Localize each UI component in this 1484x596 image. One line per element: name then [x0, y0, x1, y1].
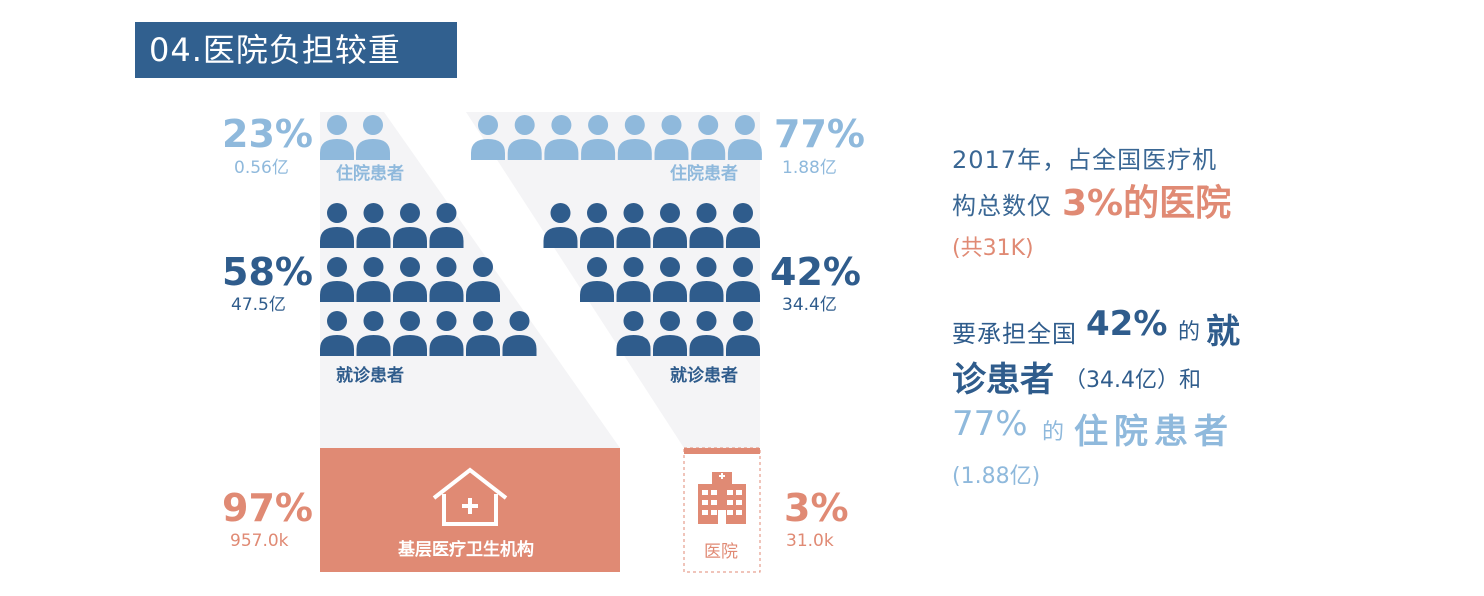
person-icon: [616, 311, 651, 356]
left-outpatient-label: 就诊患者: [336, 366, 404, 386]
person-icon: [581, 115, 616, 160]
summary-line-6a: 77%: [952, 404, 1028, 444]
person-icon: [689, 311, 724, 356]
right-inpatient-amount: 1.88亿: [782, 158, 837, 178]
person-icon: [616, 257, 651, 302]
person-icon: [617, 115, 652, 160]
right-institution-amount: 31.0k: [786, 531, 834, 551]
person-icon: [543, 203, 578, 248]
summary-line-5b: （34.4亿）和: [1064, 368, 1201, 393]
person-icon: [689, 257, 724, 302]
summary-line-6c: 住院患者: [1074, 412, 1234, 452]
summary-line-2a: 构总数仅: [952, 192, 1052, 220]
summary-line-1: 2017年，占全国医疗机: [952, 146, 1218, 174]
summary-line-4a: 要承担全国: [952, 320, 1077, 348]
summary-line-2b: 3%的医院: [1062, 183, 1232, 224]
person-icon: [320, 257, 354, 302]
summary-line-6b: 的: [1042, 420, 1065, 445]
summary-line-4c: 的: [1178, 320, 1201, 345]
person-icon: [466, 257, 500, 302]
summary-line-5a: 诊患者: [952, 360, 1054, 400]
grassroots-label: 基层医疗卫生机构: [398, 540, 534, 560]
person-icon: [393, 203, 427, 248]
person-icon: [356, 257, 391, 302]
person-icon: [653, 257, 687, 302]
summary-line-7: (1.88亿): [952, 464, 1041, 489]
left-institution-pct: 97%: [222, 486, 313, 530]
left-inpatient-amount: 0.56亿: [234, 158, 289, 178]
page-title: 04.医院负担较重: [135, 22, 457, 78]
summary-line-4b: 42%: [1086, 304, 1168, 344]
person-icon: [429, 311, 464, 356]
person-icon: [616, 203, 651, 248]
person-icon: [356, 203, 391, 248]
person-icon: [356, 115, 390, 160]
person-icon: [320, 203, 354, 248]
person-icon: [726, 203, 760, 248]
right-inpatient-label: 住院患者: [670, 164, 738, 184]
hospital-label: 医院: [704, 542, 738, 562]
person-icon: [393, 311, 427, 356]
summary-line-3: (共31K): [952, 236, 1034, 261]
person-icon: [502, 311, 537, 356]
person-icon: [580, 203, 614, 248]
right-institution-pct: 3%: [784, 486, 849, 530]
person-icon: [320, 311, 354, 356]
person-icon: [691, 115, 726, 160]
person-icon: [727, 115, 762, 160]
person-icon: [429, 257, 464, 302]
person-icon: [320, 115, 354, 160]
right-outpatient-label: 就诊患者: [670, 366, 738, 386]
right-inpatient-pct: 77%: [774, 112, 865, 156]
hospital-top-bar: [684, 448, 760, 454]
left-inpatient-pct: 23%: [222, 112, 313, 156]
left-institution-amount: 957.0k: [230, 531, 289, 551]
left-inpatient-label: 住院患者: [336, 164, 404, 184]
person-icon: [653, 203, 687, 248]
person-icon: [580, 257, 614, 302]
hospital-windows: [702, 473, 742, 524]
person-icon: [471, 115, 505, 160]
right-outpatient-amount: 34.4亿: [782, 295, 837, 315]
left-outpatient-amount: 47.5亿: [231, 295, 286, 315]
left-outpatient-pct: 58%: [222, 250, 313, 294]
right-outpatient-pct: 42%: [770, 250, 861, 294]
diagonal-band: [384, 112, 684, 448]
person-icon: [689, 203, 724, 248]
person-icon: [653, 311, 687, 356]
person-icon: [726, 257, 760, 302]
person-icon: [544, 115, 579, 160]
person-icon: [726, 311, 760, 356]
person-icon: [393, 257, 427, 302]
person-icon: [356, 311, 391, 356]
person-icon: [466, 311, 500, 356]
person-icon: [429, 203, 464, 248]
house-icon: [432, 467, 508, 526]
person-icon: [654, 115, 689, 160]
person-icon: [507, 115, 542, 160]
summary-line-4d: 就: [1206, 312, 1240, 352]
